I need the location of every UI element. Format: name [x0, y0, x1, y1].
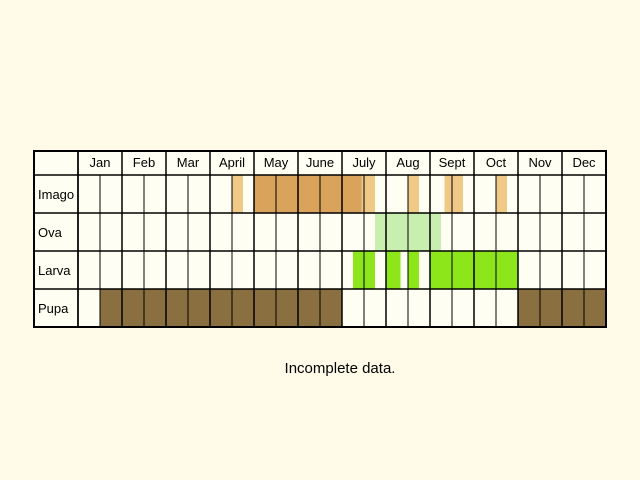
- table-border: [33, 150, 607, 328]
- month-label-july: July: [352, 155, 376, 170]
- month-label-feb: Feb: [133, 155, 155, 170]
- month-label-aug: Aug: [396, 155, 419, 170]
- month-label-dec: Dec: [572, 155, 596, 170]
- imago-span-2: [361, 175, 375, 213]
- stage-label-pupa: Pupa: [38, 301, 69, 316]
- stage-label-ova: Ova: [38, 225, 63, 240]
- imago-span-3: [408, 175, 419, 213]
- imago-span-1: [254, 175, 362, 213]
- month-label-oct: Oct: [486, 155, 507, 170]
- pupa-span-0: [100, 289, 342, 327]
- stage-label-larva: Larva: [38, 263, 71, 278]
- month-label-may: May: [264, 155, 289, 170]
- stage-label-imago: Imago: [38, 187, 74, 202]
- month-label-nov: Nov: [528, 155, 552, 170]
- month-label-jan: Jan: [90, 155, 111, 170]
- incomplete-data-note: Incomplete data.: [284, 360, 396, 377]
- larva-span-1: [386, 251, 401, 289]
- month-label-april: April: [219, 155, 245, 170]
- larva-span-2: [408, 251, 419, 289]
- imago-span-5: [496, 175, 507, 213]
- month-label-sept: Sept: [439, 155, 466, 170]
- imago-span-4: [444, 175, 463, 213]
- month-label-june: June: [306, 155, 334, 170]
- month-label-mar: Mar: [177, 155, 200, 170]
- imago-span-0: [232, 175, 243, 213]
